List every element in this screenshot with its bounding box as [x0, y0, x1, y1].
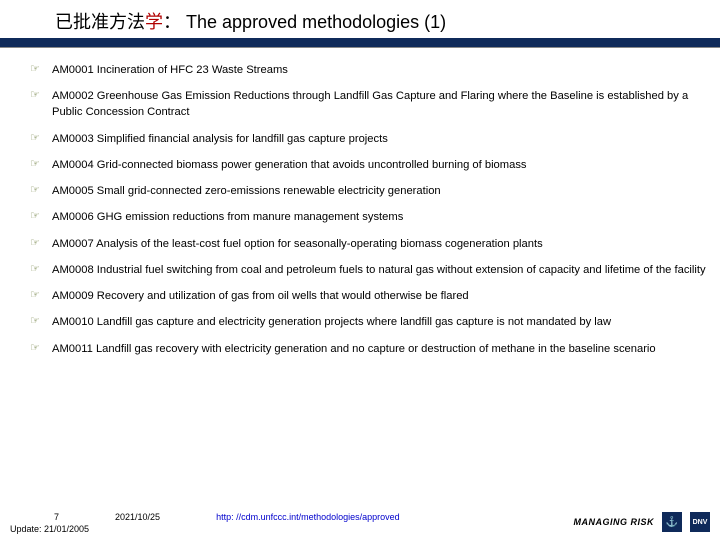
footer-url: http: //cdm.unfccc.int/methodologies/app… — [216, 512, 400, 522]
brand-text: MANAGING RISK — [574, 517, 655, 527]
item-text: AM0006 GHG emission reductions from manu… — [52, 209, 712, 225]
item-text: AM0011 Landfill gas recovery with electr… — [52, 341, 712, 357]
title-cn-red: 学 — [145, 12, 163, 32]
anchor-icon: ⚓ — [662, 512, 682, 532]
bullet-icon: ☞ — [30, 88, 52, 104]
title-divider — [0, 38, 720, 48]
list-item: ☞AM0002 Greenhouse Gas Emission Reductio… — [30, 88, 712, 120]
dnv-logo-icon: DNV — [690, 512, 710, 532]
content-list: ☞AM0001 Incineration of HFC 23 Waste Str… — [0, 48, 720, 357]
bullet-icon: ☞ — [30, 183, 52, 199]
list-item: ☞AM0011 Landfill gas recovery with elect… — [30, 341, 712, 357]
item-text: AM0009 Recovery and utilization of gas f… — [52, 288, 712, 304]
item-text: AM0007 Analysis of the least-cost fuel o… — [52, 236, 712, 252]
footer-date: 2021/10/25 — [115, 512, 160, 522]
title-cn-prefix: 已批准方法 — [55, 12, 145, 32]
item-text: AM0008 Industrial fuel switching from co… — [52, 262, 712, 278]
bullet-icon: ☞ — [30, 157, 52, 173]
list-item: ☞AM0010 Landfill gas capture and electri… — [30, 314, 712, 330]
bullet-icon: ☞ — [30, 62, 52, 78]
item-text: AM0003 Simplified financial analysis for… — [52, 131, 712, 147]
title-en: The approved methodologies (1) — [186, 12, 446, 32]
list-item: ☞AM0001 Incineration of HFC 23 Waste Str… — [30, 62, 712, 78]
item-text: AM0005 Small grid-connected zero-emissio… — [52, 183, 712, 199]
page-number: 7 — [54, 512, 59, 522]
bullet-icon: ☞ — [30, 288, 52, 304]
slide-title: 已批准方法学： The approved methodologies (1) — [0, 0, 720, 38]
title-cn-colon: ： — [163, 12, 186, 32]
item-text: AM0002 Greenhouse Gas Emission Reduction… — [52, 88, 712, 120]
list-item: ☞AM0007 Analysis of the least-cost fuel … — [30, 236, 712, 252]
list-item: ☞AM0009 Recovery and utilization of gas … — [30, 288, 712, 304]
bullet-icon: ☞ — [30, 262, 52, 278]
item-text: AM0010 Landfill gas capture and electric… — [52, 314, 712, 330]
list-item: ☞AM0004 Grid-connected biomass power gen… — [30, 157, 712, 173]
list-item: ☞AM0003 Simplified financial analysis fo… — [30, 131, 712, 147]
bullet-icon: ☞ — [30, 131, 52, 147]
item-text: AM0001 Incineration of HFC 23 Waste Stre… — [52, 62, 712, 78]
logo-area: MANAGING RISK ⚓ DNV — [574, 512, 711, 532]
bullet-icon: ☞ — [30, 314, 52, 330]
bullet-icon: ☞ — [30, 236, 52, 252]
bullet-icon: ☞ — [30, 209, 52, 225]
list-item: ☞AM0006 GHG emission reductions from man… — [30, 209, 712, 225]
bullet-icon: ☞ — [30, 341, 52, 357]
list-item: ☞AM0008 Industrial fuel switching from c… — [30, 262, 712, 278]
list-item: ☞AM0005 Small grid-connected zero-emissi… — [30, 183, 712, 199]
item-text: AM0004 Grid-connected biomass power gene… — [52, 157, 712, 173]
